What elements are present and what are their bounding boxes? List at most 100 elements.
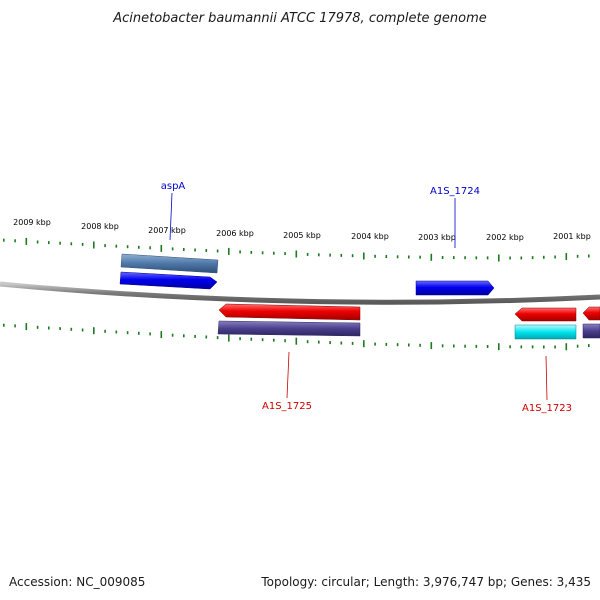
scale-tick-minor xyxy=(464,344,466,348)
scale-tick-minor xyxy=(273,251,275,255)
scale-tick-major xyxy=(93,241,95,249)
scale-tick-minor xyxy=(385,342,388,346)
scale-tick-minor xyxy=(464,256,466,260)
gene-arrow-aspA[interactable] xyxy=(119,271,218,290)
gene-arrow-A1S_1723[interactable] xyxy=(514,307,577,322)
scale-tick-minor xyxy=(340,341,343,345)
scale-tick-minor xyxy=(475,344,478,348)
rna-feature-A1S_1723-region[interactable] xyxy=(514,324,577,340)
scale-tick-minor xyxy=(374,342,376,346)
scale-ticks-bottom xyxy=(3,323,590,351)
footer-summary: Topology: circular; Length: 3,976,747 bp… xyxy=(260,575,591,589)
scale-tick-major xyxy=(228,247,230,255)
scale-tick-minor xyxy=(588,254,590,258)
gene-arrow-partial-right[interactable] xyxy=(582,306,600,321)
scale-tick-major xyxy=(565,253,568,261)
scale-tick-minor xyxy=(273,338,275,342)
scale-tick-minor xyxy=(171,247,174,251)
scale-tick-major xyxy=(430,253,433,261)
scale-tick-minor xyxy=(216,249,219,253)
scale-tick-minor xyxy=(543,345,545,349)
scale-tick-minor xyxy=(441,344,444,348)
gene-label-A1S_1725[interactable]: A1S_1725 xyxy=(262,351,312,412)
scale-labels: 2009 kbp 2008 kbp 2007 kbp 2006 kbp 2005… xyxy=(13,218,591,242)
scale-tick-minor xyxy=(351,254,354,258)
scale-tick-minor xyxy=(351,341,354,345)
gene-label-text: A1S_1725 xyxy=(262,401,312,412)
map-title: Acinetobacter baumannii ATCC 17978, comp… xyxy=(112,11,487,26)
scale-tick-minor xyxy=(194,334,196,338)
scale-tick-minor xyxy=(36,240,39,244)
scale-tick-minor xyxy=(14,324,16,328)
scale-tick-minor xyxy=(408,343,410,347)
scale-tick-major xyxy=(363,252,365,260)
scale-tick-minor xyxy=(183,248,185,251)
genome-backbone xyxy=(0,281,600,305)
scale-tick-minor xyxy=(261,338,264,342)
scale-label: 2004 kbp xyxy=(351,232,389,241)
gene-label-aspA[interactable]: aspA xyxy=(161,181,186,241)
scale-tick-minor xyxy=(216,336,219,340)
scale-tick-minor xyxy=(3,238,5,242)
gene-feature-aspA-region[interactable] xyxy=(120,253,219,274)
scale-label: 2001 kbp xyxy=(553,232,591,241)
scale-tick-minor xyxy=(543,255,545,259)
scale-tick-major xyxy=(565,343,568,351)
scale-label: 2009 kbp xyxy=(13,218,51,227)
gene-label-text: A1S_1724 xyxy=(430,186,480,197)
scale-tick-minor xyxy=(408,255,410,259)
gene-label-text: A1S_1723 xyxy=(522,403,572,414)
scale-tick-minor xyxy=(81,328,84,332)
scale-tick-minor xyxy=(329,253,331,257)
scale-tick-major xyxy=(363,340,365,348)
scale-tick-minor xyxy=(239,250,241,254)
scale-tick-minor xyxy=(284,252,286,256)
scale-tick-minor xyxy=(340,253,343,257)
scale-tick-minor xyxy=(194,248,196,252)
scale-tick-minor xyxy=(183,334,185,338)
scale-tick-minor xyxy=(138,331,140,335)
scale-tick-major xyxy=(430,342,433,350)
gene-feature-A1S_1725-region[interactable] xyxy=(217,320,361,337)
scale-tick-major xyxy=(295,337,298,345)
scale-tick-minor xyxy=(126,245,129,249)
gene-arrow-A1S_1724[interactable] xyxy=(415,280,495,296)
scale-label: 2006 kbp xyxy=(216,229,254,238)
scale-tick-major xyxy=(498,343,500,351)
scale-tick-minor xyxy=(396,343,399,347)
scale-tick-minor xyxy=(239,337,241,341)
scale-tick-minor xyxy=(520,256,523,260)
scale-tick-major xyxy=(93,327,95,335)
gene-label-text: aspA xyxy=(161,181,186,192)
scale-tick-major xyxy=(160,244,163,252)
scale-tick-minor xyxy=(554,345,556,349)
scale-tick-minor xyxy=(486,256,489,260)
scale-tick-minor xyxy=(509,256,511,260)
scale-tick-minor xyxy=(250,337,253,341)
scale-label: 2003 kbp xyxy=(418,233,456,242)
scale-tick-minor xyxy=(3,323,5,327)
scale-tick-major xyxy=(25,237,28,245)
scale-tick-minor xyxy=(453,344,455,348)
gene-label-A1S_1724[interactable]: A1S_1724 xyxy=(430,186,480,248)
forward-features xyxy=(119,253,495,296)
gene-label-A1S_1723[interactable]: A1S_1723 xyxy=(522,355,572,414)
gene-feature-partial-right[interactable] xyxy=(582,323,600,339)
scale-tick-minor xyxy=(14,239,16,243)
scale-ticks-top xyxy=(3,237,590,262)
gene-arrow-A1S_1725[interactable] xyxy=(218,303,361,321)
scale-tick-minor xyxy=(329,341,331,345)
scale-tick-minor xyxy=(149,246,151,250)
scale-tick-minor xyxy=(441,256,444,259)
scale-tick-major xyxy=(160,331,163,339)
scale-tick-major xyxy=(498,254,500,262)
scale-tick-minor xyxy=(374,254,376,258)
scale-tick-minor xyxy=(171,333,174,337)
reverse-features xyxy=(217,303,600,340)
scale-tick-minor xyxy=(261,251,264,255)
scale-tick-minor xyxy=(205,249,208,252)
scale-tick-minor xyxy=(59,241,61,245)
scale-tick-major xyxy=(228,334,230,342)
scale-tick-minor xyxy=(115,244,118,248)
